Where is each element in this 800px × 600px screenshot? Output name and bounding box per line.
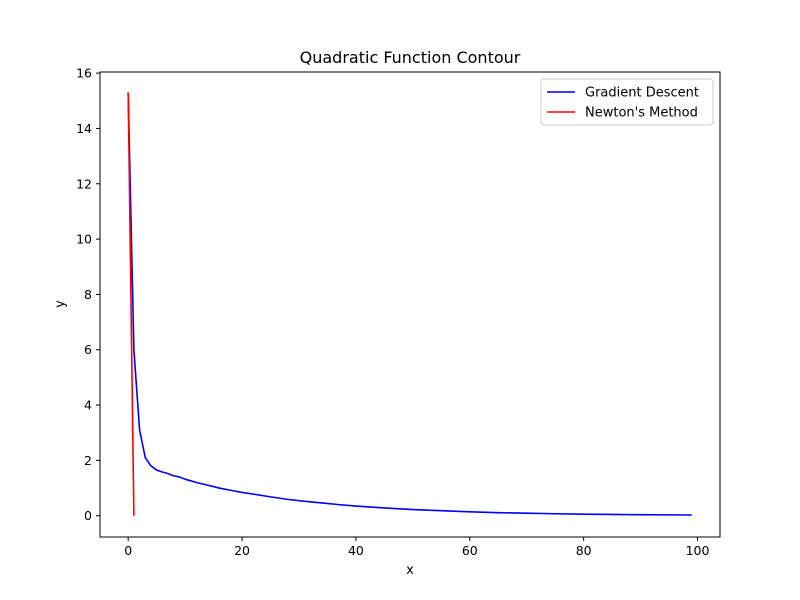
x-axis-label: x [406, 563, 414, 578]
y-tick-label: 10 [76, 232, 92, 247]
x-tick-label: 0 [124, 543, 132, 558]
y-axis: 0 2 4 6 8 10 12 14 16 [76, 66, 100, 523]
chart-title: Quadratic Function Contour [300, 48, 521, 67]
y-axis-label: y [53, 300, 68, 308]
x-tick-label: 60 [462, 543, 478, 558]
x-tick-label: 20 [234, 543, 250, 558]
x-tick-label: 100 [686, 543, 710, 558]
x-tick-label: 80 [576, 543, 592, 558]
plot-area [100, 72, 720, 537]
plot-frame [99, 71, 721, 538]
x-tick-label: 40 [348, 543, 364, 558]
legend-label-1: Newton's Method [585, 106, 698, 121]
y-tick-label: 12 [76, 176, 92, 191]
x-axis: 0 20 40 60 80 100 [124, 537, 709, 558]
series-line-1 [127, 92, 135, 516]
series-layer [127, 92, 692, 516]
y-tick-label: 6 [84, 342, 92, 357]
legend-label-0: Gradient Descent [585, 86, 699, 101]
y-tick-label: 0 [84, 508, 92, 523]
y-tick-label: 8 [84, 287, 92, 302]
legend-box [540, 78, 714, 126]
legend: Gradient Descent Newton's Method [540, 78, 714, 126]
y-tick-label: 14 [76, 121, 92, 136]
series-line-0 [127, 92, 692, 516]
y-tick-label: 2 [84, 453, 92, 468]
y-tick-label: 4 [84, 398, 92, 413]
y-tick-label: 16 [76, 66, 92, 81]
